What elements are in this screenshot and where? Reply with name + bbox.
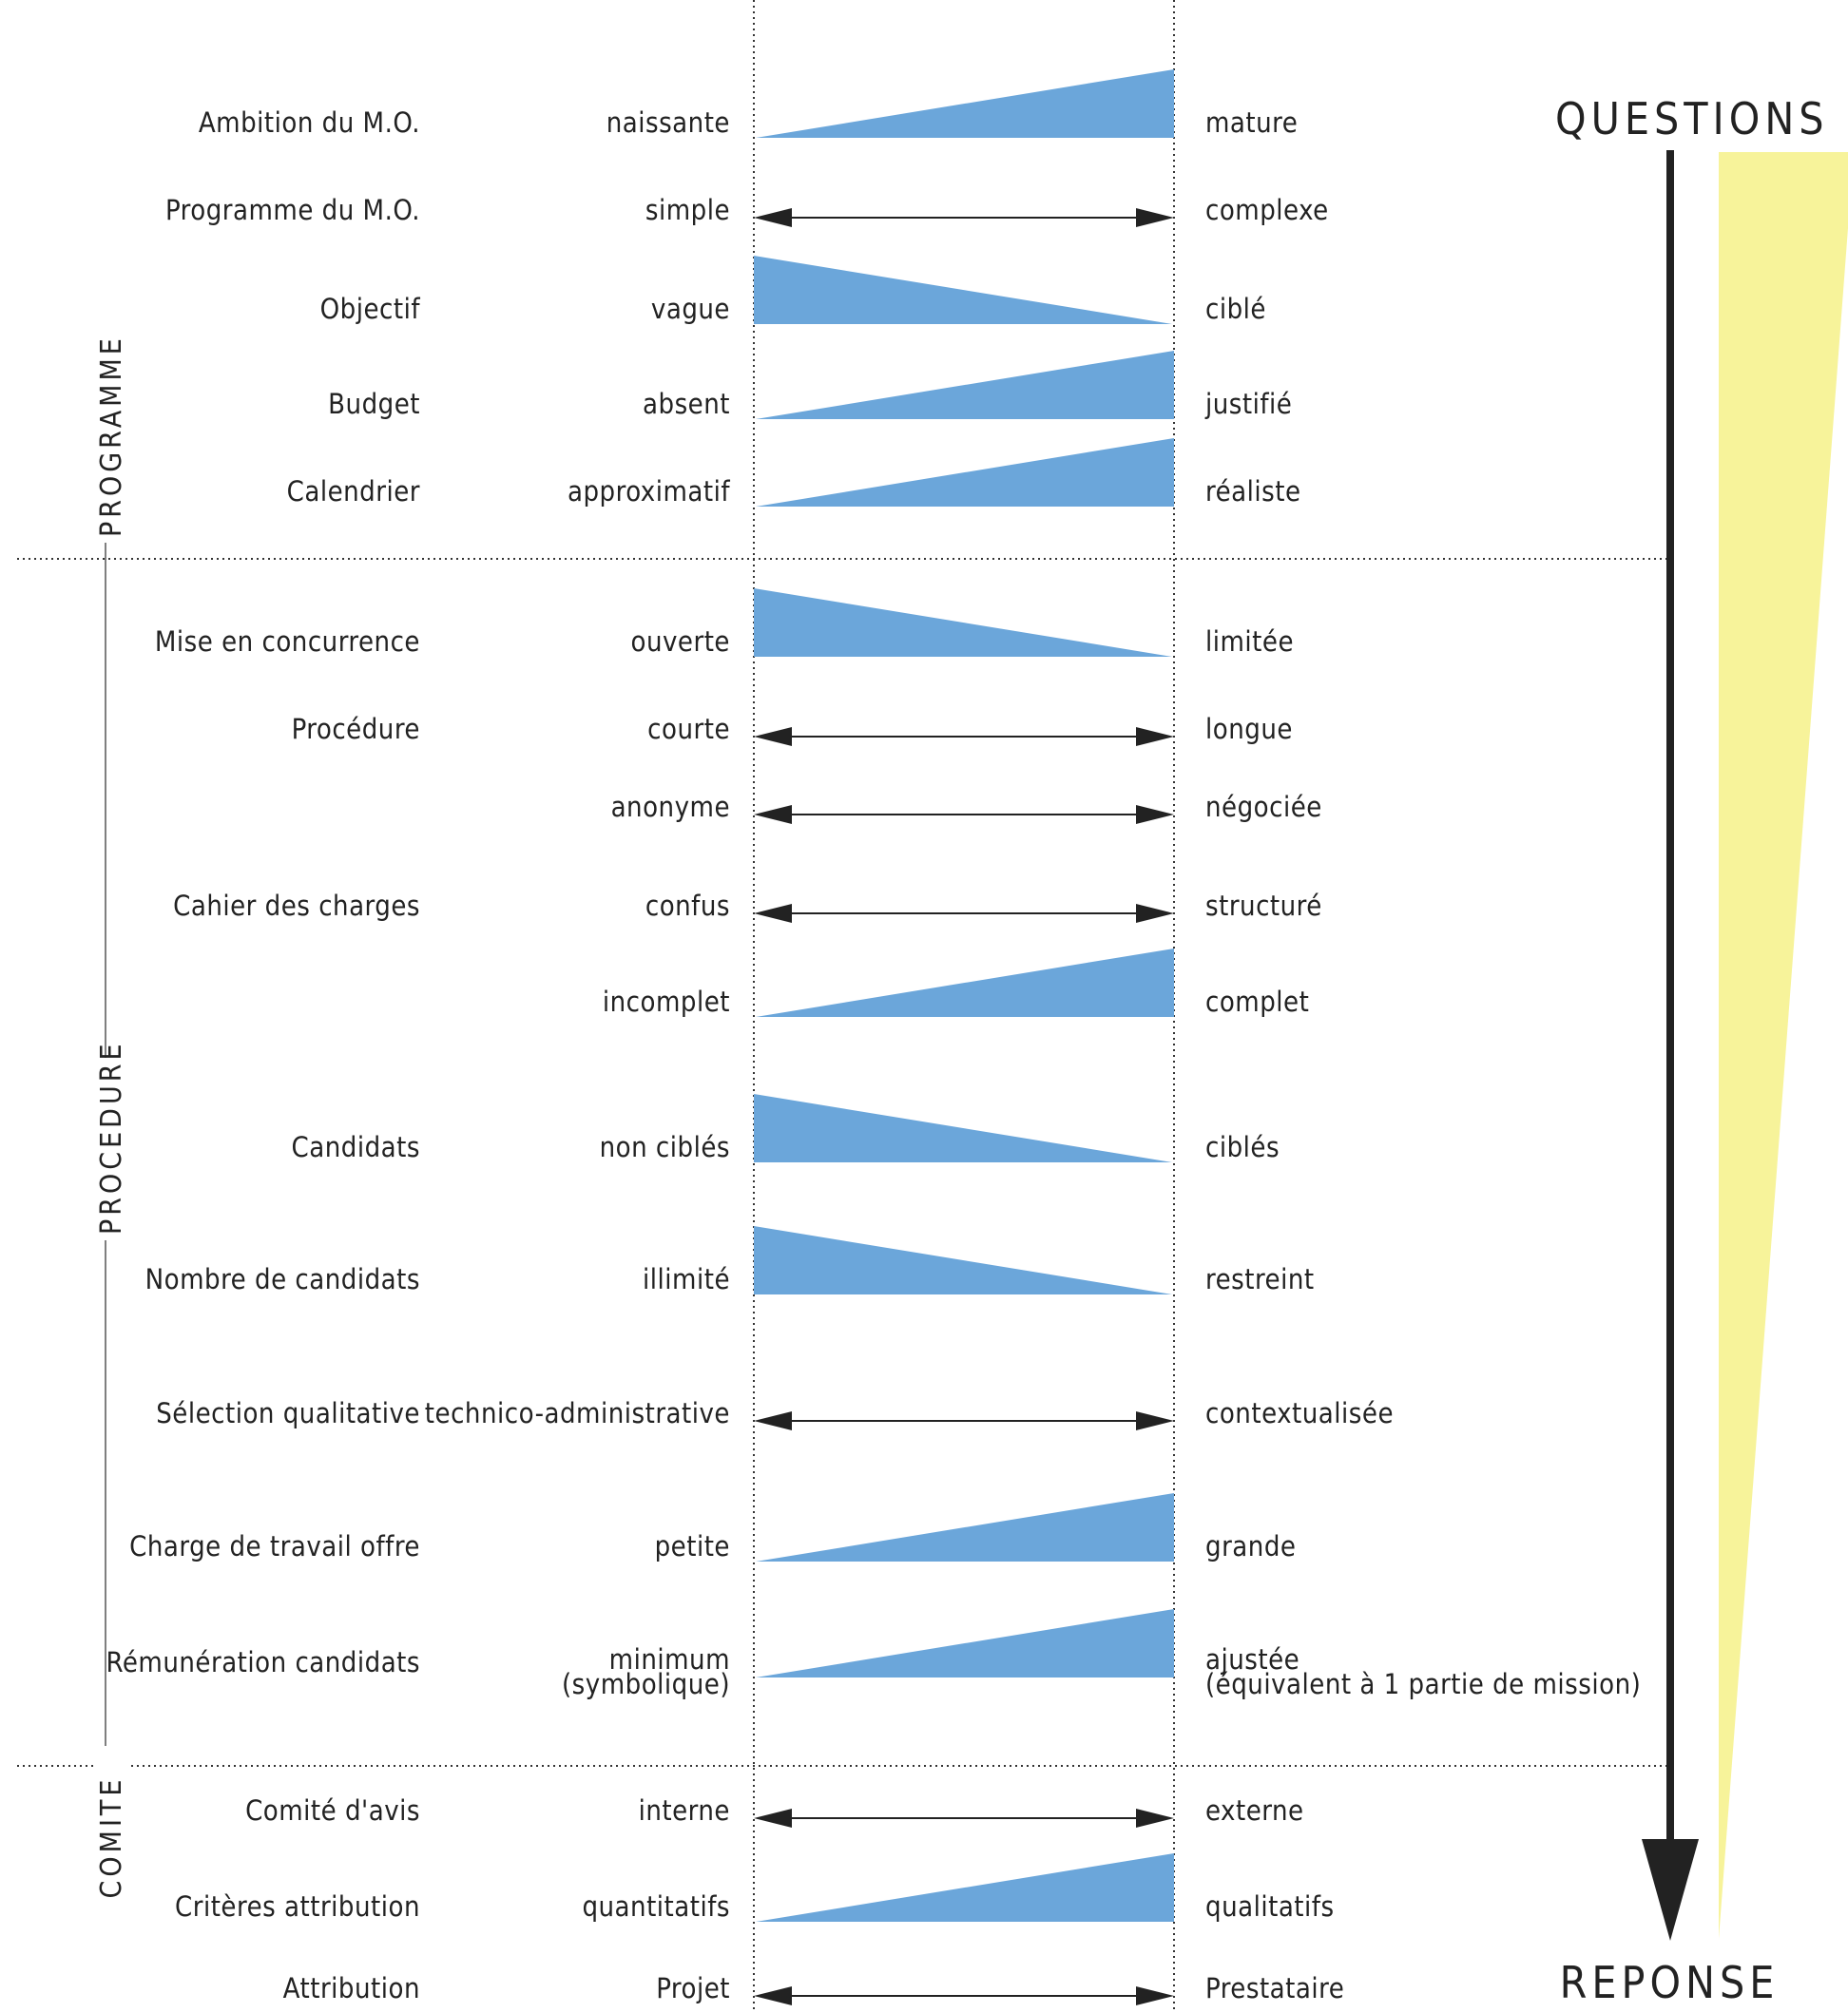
row-criterion-label: Ambition du M.O. <box>198 106 420 139</box>
row-right-pole-label: réaliste <box>1205 475 1301 508</box>
section-label-programme: PROGRAMME <box>95 335 129 543</box>
row-left-pole-label: confus <box>645 890 730 922</box>
row-left-pole-label: incomplet <box>602 986 730 1018</box>
section-label-comite: COMITE <box>95 1746 129 1928</box>
row-criterion-label: Calendrier <box>286 475 420 508</box>
increasing-wedge <box>756 949 1174 1017</box>
row-criterion-label: Sélection qualitative <box>156 1397 420 1429</box>
row-criterion-label: Mise en concurrence <box>154 625 420 658</box>
row-left-pole-label: minimum (symbolique) <box>562 1643 730 1700</box>
row-left-pole-label: anonyme <box>610 791 730 823</box>
row-right-pole-label: négociée <box>1205 791 1322 823</box>
increasing-wedge <box>756 1493 1174 1562</box>
questions-response-arrowhead <box>1642 1839 1699 1941</box>
row-left-pole-label: illimité <box>643 1263 730 1295</box>
double-arrow-right-head <box>1136 1411 1174 1430</box>
increasing-wedge <box>756 1853 1174 1922</box>
double-arrow-left-head <box>754 1986 792 2005</box>
answer-cone <box>1719 152 1848 1939</box>
row-criterion-label: Attribution <box>282 1972 420 2004</box>
decreasing-wedge <box>754 588 1172 657</box>
axis-title-questions: QUESTIONS <box>1555 93 1829 144</box>
row-criterion-label: Rémunération candidats <box>106 1646 420 1678</box>
increasing-wedge <box>756 1609 1174 1678</box>
row-right-pole-label: restreint <box>1205 1263 1315 1295</box>
decreasing-wedge <box>754 1226 1172 1294</box>
row-criterion-label: Procédure <box>291 713 420 745</box>
row-left-pole-label: Projet <box>656 1972 730 2004</box>
double-arrow-right-head <box>1136 208 1174 227</box>
row-right-pole-label: complet <box>1205 986 1310 1018</box>
row-left-pole-label: non ciblés <box>599 1131 730 1163</box>
double-arrow-left-head <box>754 1411 792 1430</box>
row-left-pole-label: naissante <box>606 106 730 139</box>
axis-title-response: REPONSE <box>1559 1957 1780 2008</box>
double-arrow-right-head <box>1136 727 1174 746</box>
row-right-pole-label: contextualisée <box>1205 1397 1395 1429</box>
row-criterion-label: Nombre de candidats <box>144 1263 420 1295</box>
row-criterion-label: Budget <box>328 388 420 420</box>
row-criterion-label: Charge de travail offre <box>129 1530 420 1562</box>
double-arrow-right-head <box>1136 904 1174 923</box>
row-criterion-label: Candidats <box>291 1131 420 1163</box>
row-criterion-label: Critères attribution <box>175 1890 420 1923</box>
double-arrow-left-head <box>754 904 792 923</box>
row-left-pole-label: absent <box>643 388 730 420</box>
double-arrow-right-head <box>1136 1809 1174 1828</box>
row-criterion-label: Cahier des charges <box>173 890 420 922</box>
row-right-pole-label: Prestataire <box>1205 1972 1345 2004</box>
row-criterion-label: Comité d'avis <box>245 1794 420 1827</box>
row-left-pole-label: quantitatifs <box>582 1890 730 1923</box>
row-left-pole-label: simple <box>645 194 730 226</box>
row-left-pole-label: interne <box>638 1794 730 1827</box>
row-right-pole-label: ajustée (équivalent à 1 partie de missio… <box>1205 1643 1642 1700</box>
increasing-wedge <box>756 351 1174 419</box>
row-right-pole-label: grande <box>1205 1530 1297 1562</box>
double-arrow-left-head <box>754 1809 792 1828</box>
double-arrow-right-head <box>1136 1986 1174 2005</box>
row-right-pole-label: ciblé <box>1205 293 1266 325</box>
row-left-pole-label: ouverte <box>630 625 730 658</box>
double-arrow-left-head <box>754 727 792 746</box>
increasing-wedge <box>756 69 1174 138</box>
row-left-pole-label: petite <box>654 1530 730 1562</box>
double-arrow-left-head <box>754 805 792 824</box>
row-right-pole-label: longue <box>1205 713 1293 745</box>
row-right-pole-label: structuré <box>1205 890 1322 922</box>
row-left-pole-label: approximatif <box>567 475 730 508</box>
row-right-pole-label: mature <box>1205 106 1299 139</box>
section-label-procedure: PROCEDURE <box>95 1040 129 1240</box>
row-right-pole-label: externe <box>1205 1794 1304 1827</box>
row-criterion-label: Objectif <box>319 293 420 325</box>
row-right-pole-label: justifié <box>1205 388 1293 420</box>
row-criterion-label: Programme du M.O. <box>164 194 420 226</box>
double-arrow-left-head <box>754 208 792 227</box>
row-left-pole-label: technico-administrative <box>424 1397 730 1429</box>
row-right-pole-label: qualitatifs <box>1205 1890 1335 1923</box>
row-right-pole-label: ciblés <box>1205 1131 1280 1163</box>
decreasing-wedge <box>754 256 1172 324</box>
row-right-pole-label: limitée <box>1205 625 1295 658</box>
row-right-pole-label: complexe <box>1205 194 1329 226</box>
double-arrow-right-head <box>1136 805 1174 824</box>
increasing-wedge <box>756 438 1174 507</box>
row-left-pole-label: courte <box>647 713 730 745</box>
decreasing-wedge <box>754 1094 1172 1162</box>
row-left-pole-label: vague <box>650 293 730 325</box>
